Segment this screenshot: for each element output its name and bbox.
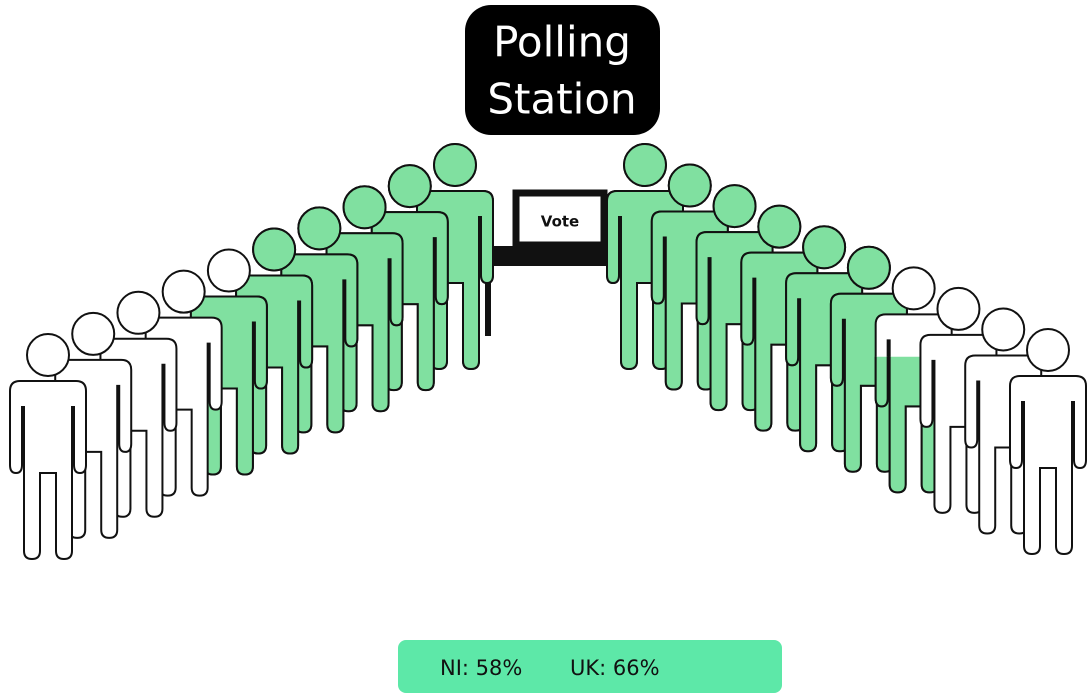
ballot-booth: Vote bbox=[485, 189, 634, 336]
person-body bbox=[1009, 375, 1087, 556]
person-head bbox=[936, 286, 981, 331]
person-head bbox=[1026, 328, 1070, 372]
person-head bbox=[206, 248, 251, 293]
fill-head bbox=[667, 163, 712, 208]
person-head bbox=[161, 269, 206, 314]
fill-head bbox=[623, 143, 667, 187]
person-head bbox=[891, 266, 936, 311]
fill-head bbox=[757, 204, 802, 249]
person-head bbox=[116, 290, 161, 335]
title-line: Polling bbox=[493, 18, 631, 67]
fill-head bbox=[433, 143, 477, 187]
person bbox=[1009, 328, 1087, 556]
title-line: Station bbox=[487, 75, 636, 124]
fill-head bbox=[387, 164, 432, 209]
booth-table bbox=[486, 246, 632, 266]
title-background bbox=[465, 5, 660, 135]
person bbox=[9, 333, 87, 561]
person-head bbox=[981, 307, 1026, 352]
legend-background bbox=[398, 640, 782, 693]
person-body bbox=[9, 380, 87, 561]
booth-post bbox=[485, 262, 491, 336]
person bbox=[235, 227, 314, 455]
fill-head bbox=[297, 206, 342, 251]
fill-head bbox=[342, 185, 387, 230]
legend-label: UK: 66% bbox=[570, 656, 660, 680]
person-head bbox=[26, 333, 70, 377]
fill-head bbox=[846, 245, 891, 290]
legend-label: NI: 58% bbox=[440, 656, 522, 680]
person bbox=[650, 163, 729, 391]
fill-head bbox=[252, 227, 297, 272]
fill-head bbox=[712, 184, 757, 229]
legend: NI: 58% UK: 66% bbox=[398, 640, 782, 693]
booth-sign bbox=[512, 189, 608, 249]
booth-label: Vote bbox=[541, 213, 579, 231]
fill-head bbox=[802, 225, 847, 270]
person-head bbox=[71, 311, 116, 356]
queues bbox=[9, 143, 1087, 561]
title-box: Polling Station bbox=[465, 5, 660, 135]
